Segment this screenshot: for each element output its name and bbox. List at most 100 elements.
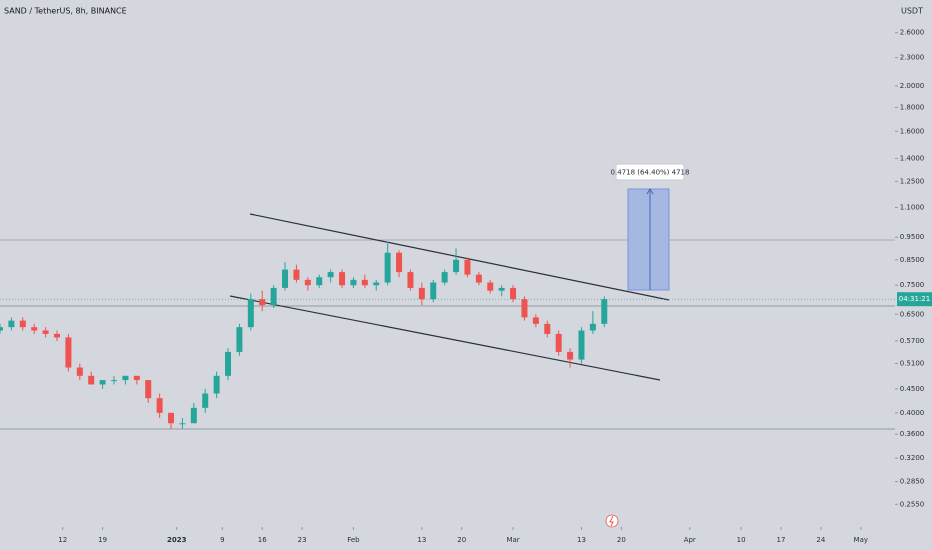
candle-body bbox=[179, 423, 186, 425]
y-tick-label: 0.5700 bbox=[900, 337, 925, 345]
candle-body bbox=[111, 380, 118, 382]
candle-body bbox=[350, 279, 357, 286]
candle-body bbox=[31, 327, 38, 331]
x-tick-label: 2023 bbox=[167, 536, 187, 544]
channel-line bbox=[229, 295, 661, 381]
candle-body bbox=[145, 380, 152, 399]
candle-body bbox=[19, 320, 26, 328]
candle-body bbox=[247, 299, 254, 328]
x-tick-label: 13 bbox=[417, 536, 426, 544]
candle-body bbox=[8, 320, 15, 328]
candle-body bbox=[373, 282, 380, 286]
y-axis-label: USDT bbox=[901, 7, 923, 16]
x-tick-label: 17 bbox=[777, 536, 786, 544]
candle-body bbox=[225, 351, 232, 376]
candle-body bbox=[361, 279, 368, 286]
candle-body bbox=[339, 272, 346, 286]
candle-body bbox=[475, 274, 482, 283]
candle-body bbox=[601, 299, 608, 324]
candle-body bbox=[418, 287, 425, 300]
candle-body bbox=[65, 337, 72, 368]
candle-body bbox=[567, 351, 574, 360]
annotation: 0.4718 (64.40%) 4718 bbox=[611, 169, 690, 177]
candle-body bbox=[316, 277, 323, 286]
candle-body bbox=[270, 287, 277, 306]
y-tick-label: 0.9500 bbox=[900, 233, 925, 241]
candle-body bbox=[555, 333, 562, 352]
x-tick-label: 12 bbox=[58, 536, 67, 544]
x-tick-label: 20 bbox=[457, 536, 466, 544]
candle-body bbox=[190, 407, 197, 424]
candle-body bbox=[532, 317, 539, 324]
y-tick-label: 2.6000 bbox=[900, 29, 925, 37]
y-tick-label: 0.3200 bbox=[900, 454, 925, 462]
candle-body bbox=[156, 398, 163, 413]
x-tick-label: 9 bbox=[220, 536, 224, 544]
candle-body bbox=[0, 327, 3, 331]
y-tick-label: 2.0000 bbox=[900, 82, 925, 90]
y-tick-label: 1.6000 bbox=[900, 127, 925, 135]
y-tick-label: 0.8500 bbox=[900, 256, 925, 264]
y-tick-label: 0.7500 bbox=[900, 281, 925, 289]
y-tick-label: 1.4000 bbox=[900, 154, 925, 162]
x-tick-label: Mar bbox=[506, 536, 519, 544]
x-tick-label: 24 bbox=[816, 536, 825, 544]
y-tick-label: 1.2500 bbox=[900, 177, 925, 185]
y-tick-label: 0.2550 bbox=[900, 500, 925, 508]
candle-body bbox=[304, 279, 311, 286]
candle-body bbox=[99, 380, 106, 385]
candle-body bbox=[521, 299, 528, 318]
candle-body bbox=[259, 299, 266, 306]
countdown-box bbox=[897, 292, 932, 307]
event-icon[interactable] bbox=[605, 514, 619, 528]
candle-body bbox=[327, 272, 334, 278]
candle-body bbox=[498, 287, 505, 291]
measure-box bbox=[627, 188, 670, 291]
candle-body bbox=[202, 393, 209, 408]
y-tick-label: 0.4500 bbox=[900, 385, 925, 393]
x-tick-label: 10 bbox=[737, 536, 746, 544]
candle-body bbox=[213, 375, 220, 394]
candle-body bbox=[544, 323, 551, 334]
x-tick-label: 20 bbox=[617, 536, 626, 544]
candle-body bbox=[384, 252, 391, 283]
candle-body bbox=[282, 269, 289, 288]
annotation-box bbox=[615, 163, 685, 181]
x-tick-label: 19 bbox=[98, 536, 107, 544]
candle-body bbox=[510, 287, 517, 300]
candle-body bbox=[487, 282, 494, 291]
candles bbox=[0, 241, 608, 429]
y-tick-label: 1.8000 bbox=[900, 103, 925, 111]
y-tick-label: 1.1000 bbox=[900, 203, 925, 211]
channel-line bbox=[249, 213, 670, 301]
x-tick-label: 16 bbox=[258, 536, 267, 544]
y-tick-label: 2.3000 bbox=[900, 54, 925, 62]
x-tick-label: Feb bbox=[347, 536, 360, 544]
candle-body bbox=[293, 269, 300, 280]
candle-body bbox=[578, 330, 585, 360]
candle-body bbox=[168, 412, 175, 424]
candle-body bbox=[430, 282, 437, 300]
event-icon-bolt bbox=[609, 515, 614, 527]
candle-body bbox=[133, 375, 140, 381]
candle-body bbox=[122, 375, 129, 381]
candle-body bbox=[42, 330, 49, 334]
y-tick-label: 0.3600 bbox=[900, 430, 925, 438]
candle-body bbox=[76, 367, 83, 376]
candle-body bbox=[88, 375, 95, 385]
candle-body bbox=[407, 272, 414, 288]
chart-title: SAND / TetherUS, 8h, BINANCE bbox=[4, 7, 127, 16]
x-tick-label: May bbox=[854, 536, 868, 544]
candle-body bbox=[441, 272, 448, 283]
x-tick-label: Apr bbox=[684, 536, 696, 544]
x-tick-label: 23 bbox=[298, 536, 307, 544]
x-tick-label: 13 bbox=[577, 536, 586, 544]
y-tick-label: 0.5100 bbox=[900, 360, 925, 368]
candle-body bbox=[54, 333, 61, 338]
candle-body bbox=[396, 252, 403, 273]
y-tick-label: 0.2850 bbox=[900, 478, 925, 486]
candle-body bbox=[464, 259, 471, 275]
